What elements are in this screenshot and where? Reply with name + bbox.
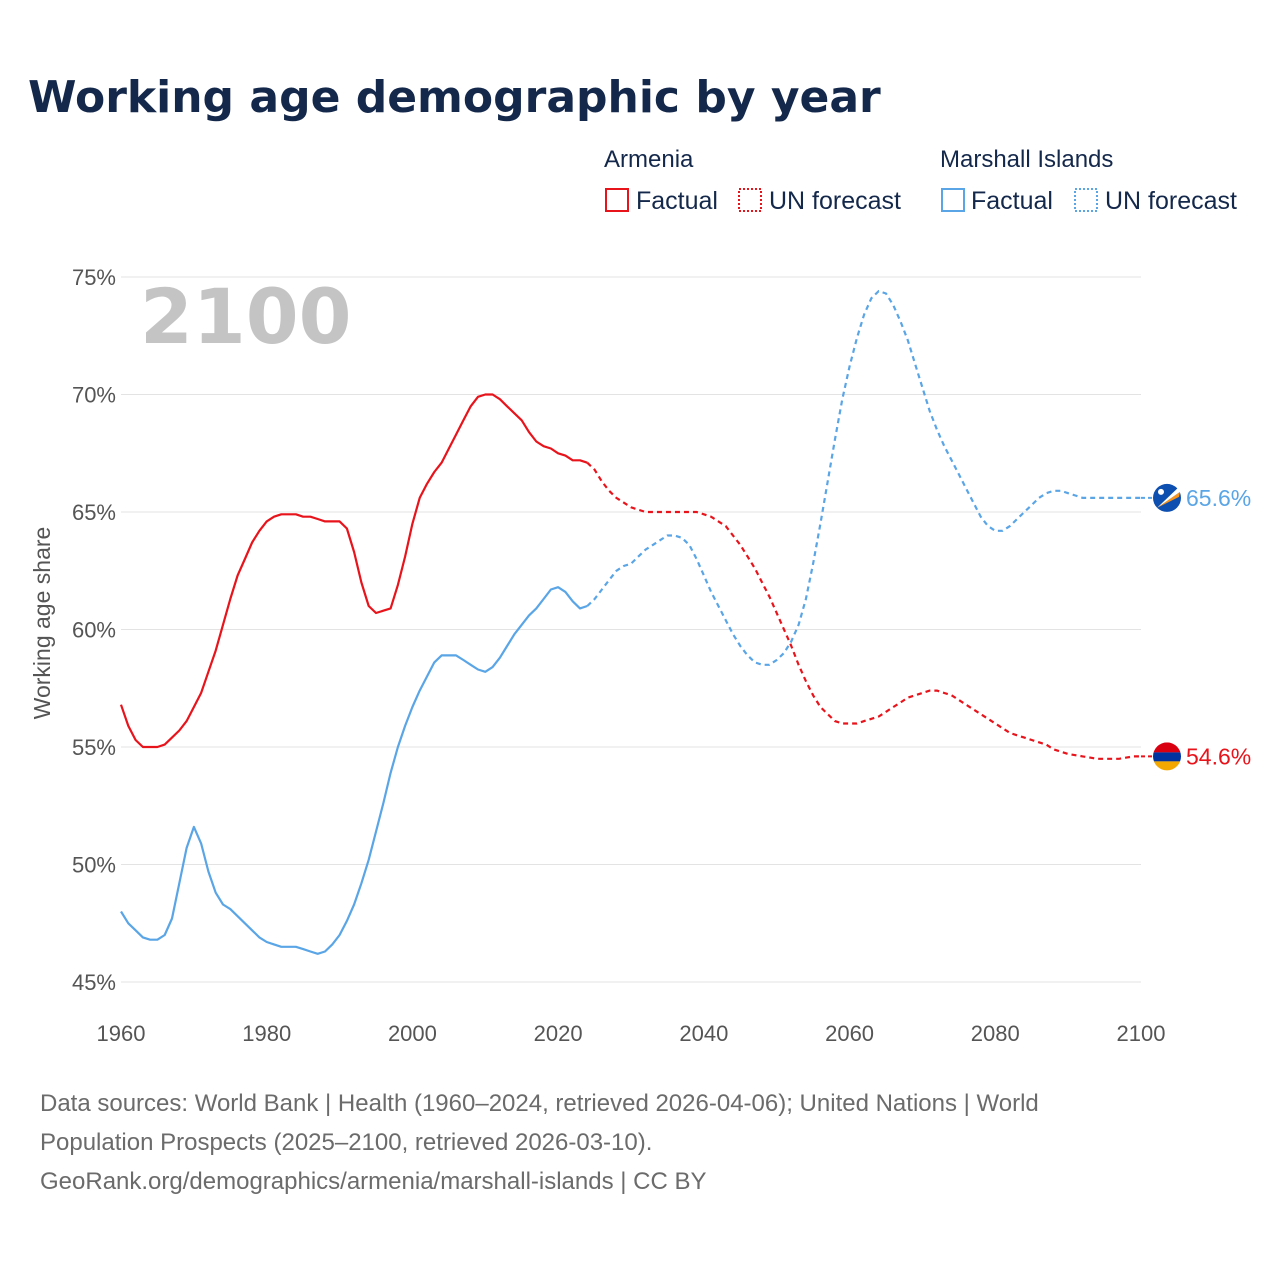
- armenia-end-marker: [1153, 742, 1181, 771]
- legend-group-marshall: Marshall Islands: [940, 146, 1113, 173]
- x-tick-label: 2040: [679, 1021, 728, 1046]
- legend-label-marshall-forecast: UN forecast: [1105, 187, 1237, 215]
- x-tick-label: 2000: [388, 1021, 437, 1046]
- x-tick-label: 2100: [1117, 1021, 1166, 1046]
- chart-title: Working age demographic by year: [28, 72, 881, 123]
- legend-swatch-marshall-forecast: [1074, 188, 1098, 212]
- legend-swatch-armenia-factual: [605, 188, 629, 212]
- y-tick-label: 65%: [72, 500, 116, 525]
- armenia-factual-line: [119, 393, 588, 749]
- x-tick-label: 2060: [825, 1021, 874, 1046]
- end-label-marshall: 65.6%: [1186, 485, 1251, 511]
- gridlines: [121, 276, 1141, 983]
- legend-label-armenia-factual: Factual: [636, 187, 718, 215]
- armenia-forecast-line: [586, 461, 1141, 760]
- x-axis-ticks: 1960 1980 2000 2020 2040 2060 2080 2100: [97, 1021, 1166, 1046]
- y-tick-label: 50%: [72, 853, 116, 878]
- y-axis-title: Working age share: [29, 527, 55, 720]
- y-tick-label: 45%: [72, 970, 116, 995]
- series-layer: [119, 289, 1152, 955]
- footer-sources-line2: Population Prospects (2025–2100, retriev…: [40, 1129, 653, 1156]
- y-tick-label: 75%: [72, 265, 116, 290]
- legend-label-armenia-forecast: UN forecast: [769, 187, 901, 215]
- marshall-flag-star-icon: [1158, 488, 1164, 495]
- legend: Armenia Factual UN forecast Marshall Isl…: [604, 146, 1237, 215]
- marshall-flag-stripe-white: [1157, 486, 1180, 508]
- year-watermark: 2100: [140, 272, 352, 361]
- marshall-end-marker: [1153, 483, 1181, 512]
- legend-swatch-armenia-forecast: [738, 188, 762, 212]
- end-label-armenia: 54.6%: [1186, 743, 1251, 769]
- legend-swatch-marshall-factual: [941, 188, 965, 212]
- footer: Data sources: World Bank | Health (1960–…: [40, 1084, 1240, 1201]
- armenia-flag-blue: [1153, 752, 1181, 762]
- y-tick-label: 70%: [72, 383, 116, 408]
- y-tick-label: 55%: [72, 735, 116, 760]
- x-tick-label: 2080: [971, 1021, 1020, 1046]
- marshall-forecast-line: [586, 289, 1141, 666]
- armenia-flag-red: [1153, 742, 1181, 753]
- footer-attribution: GeoRank.org/demographics/armenia/marshal…: [40, 1168, 707, 1195]
- armenia-flag-orange: [1153, 761, 1181, 771]
- x-tick-label: 1960: [97, 1021, 146, 1046]
- x-tick-label: 1980: [242, 1021, 291, 1046]
- x-tick-label: 2020: [534, 1021, 583, 1046]
- legend-group-armenia: Armenia: [604, 146, 694, 173]
- y-tick-label: 60%: [72, 618, 116, 643]
- armenia-flag-icon: [1153, 742, 1181, 771]
- y-axis-ticks: 45% 50% 55% 60% 65% 70% 75%: [72, 265, 116, 995]
- legend-label-marshall-factual: Factual: [971, 187, 1053, 215]
- footer-sources-line1: Data sources: World Bank | Health (1960–…: [40, 1090, 1039, 1117]
- marshall-factual-line: [120, 586, 588, 955]
